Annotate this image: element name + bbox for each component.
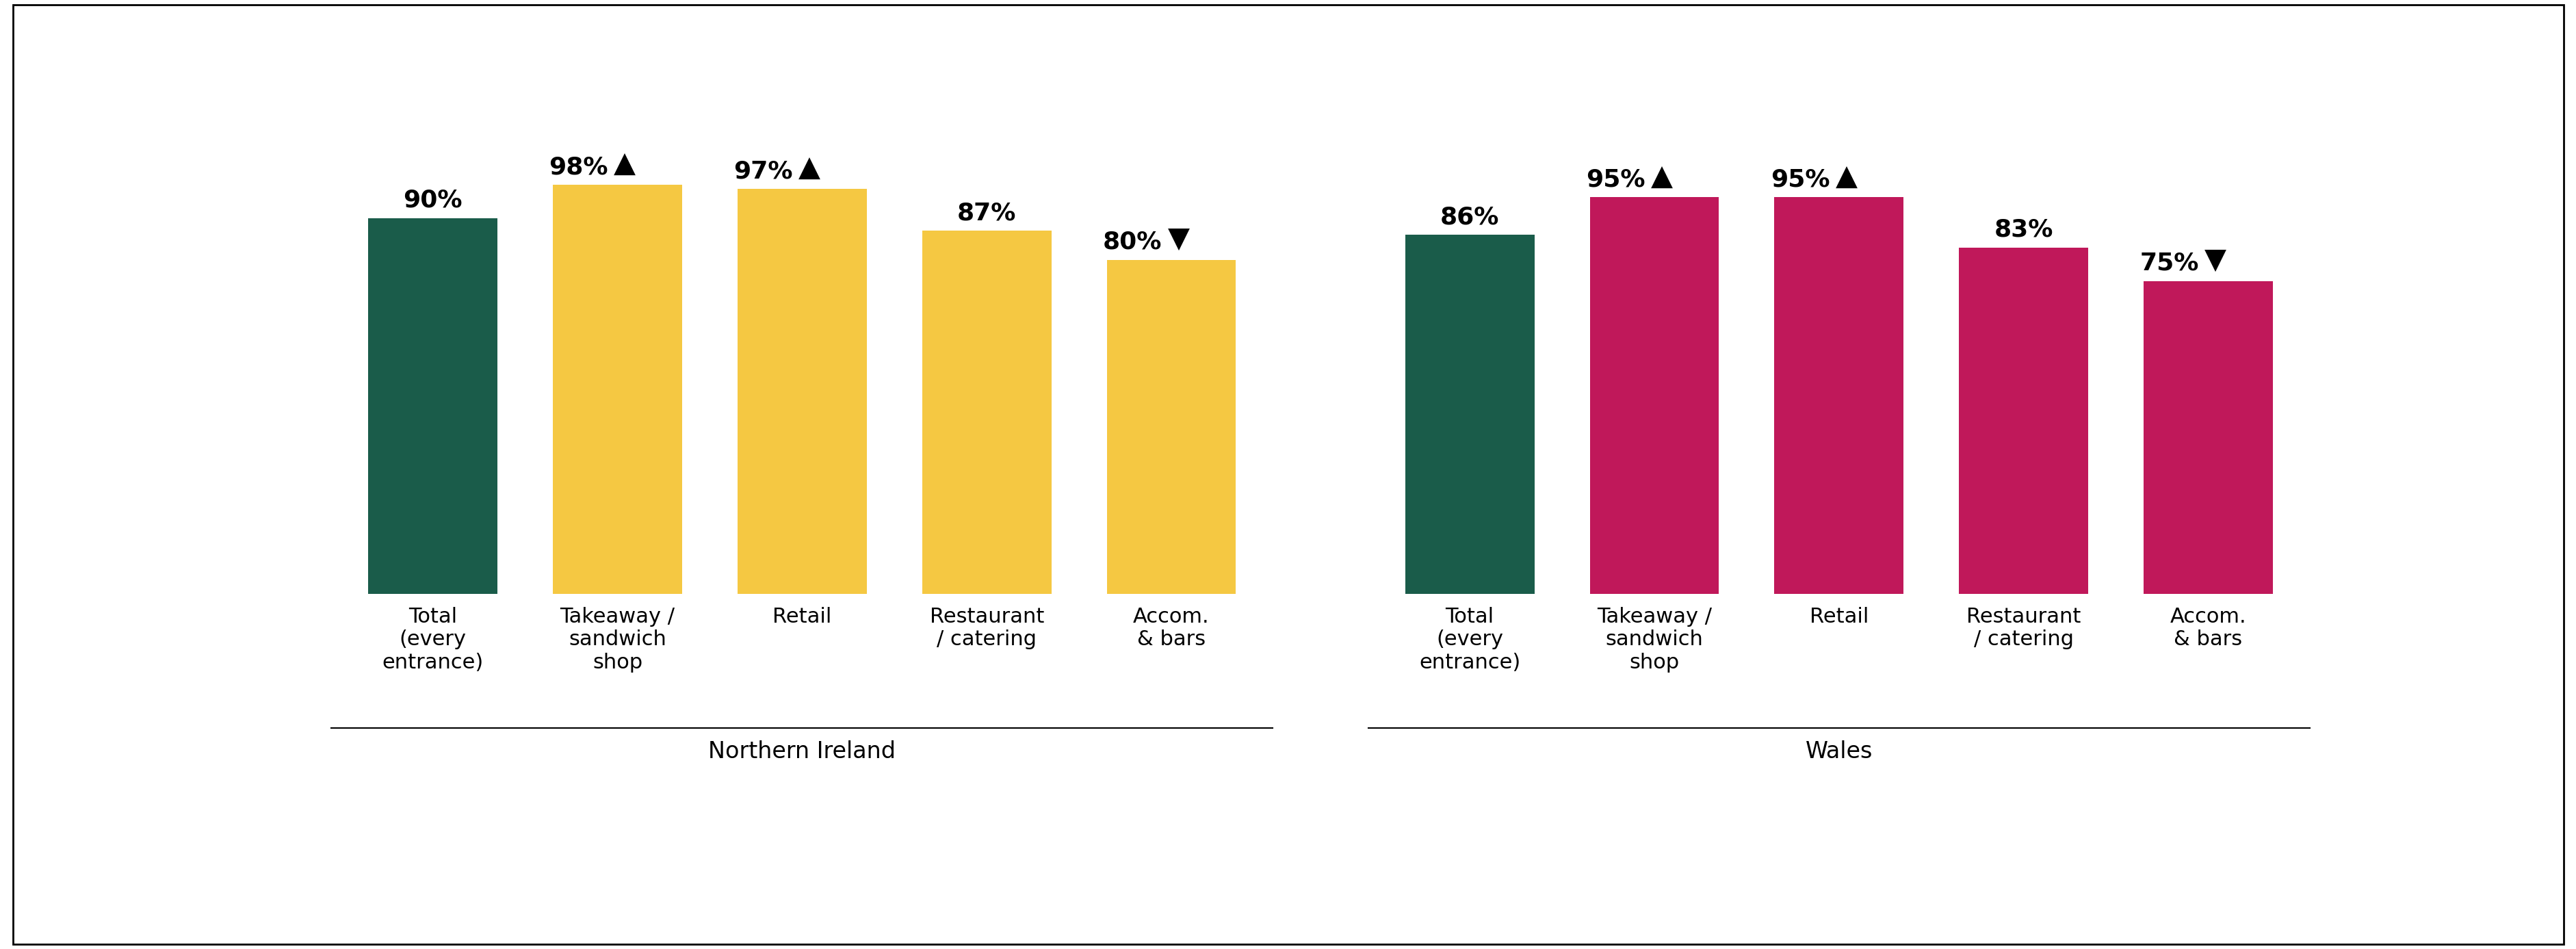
Text: ▼: ▼ xyxy=(2205,246,2226,274)
Bar xyxy=(1108,260,1236,594)
Text: 90%: 90% xyxy=(404,189,461,212)
Bar xyxy=(2143,281,2272,594)
Text: 86%: 86% xyxy=(1440,205,1499,229)
Text: ▲: ▲ xyxy=(613,150,636,178)
Text: 75%: 75% xyxy=(2138,251,2197,274)
Text: Retail: Retail xyxy=(773,606,832,626)
Bar xyxy=(1589,197,1718,594)
Text: 87%: 87% xyxy=(956,201,1015,225)
Text: ▼: ▼ xyxy=(1167,225,1190,253)
Text: ▲: ▲ xyxy=(1651,162,1672,191)
Bar xyxy=(554,185,683,594)
Bar xyxy=(1404,235,1533,594)
Text: 80%: 80% xyxy=(1103,231,1162,253)
Text: Takeaway /
sandwich
shop: Takeaway / sandwich shop xyxy=(1597,606,1710,673)
Text: Accom.
& bars: Accom. & bars xyxy=(1133,606,1208,649)
Text: 95%: 95% xyxy=(1770,168,1829,191)
Text: Northern Ireland: Northern Ireland xyxy=(708,740,896,763)
Text: 83%: 83% xyxy=(1994,218,2053,241)
Text: Retail: Retail xyxy=(1808,606,1868,626)
Text: 97%: 97% xyxy=(734,159,793,183)
Bar xyxy=(1958,248,2087,594)
Bar xyxy=(368,218,497,594)
Text: Restaurant
/ catering: Restaurant / catering xyxy=(930,606,1043,649)
Text: 98%: 98% xyxy=(549,156,608,178)
Text: ▲: ▲ xyxy=(799,154,819,183)
Text: Wales: Wales xyxy=(1806,740,1873,763)
Bar xyxy=(1775,197,1904,594)
Text: Total
(every
entrance): Total (every entrance) xyxy=(381,606,484,673)
Text: Accom.
& bars: Accom. & bars xyxy=(2169,606,2246,649)
Text: Restaurant
/ catering: Restaurant / catering xyxy=(1965,606,2081,649)
Bar xyxy=(922,231,1051,594)
Text: 95%: 95% xyxy=(1584,168,1643,191)
Text: Total
(every
entrance): Total (every entrance) xyxy=(1419,606,1520,673)
Text: ▲: ▲ xyxy=(1834,162,1857,191)
Bar xyxy=(737,189,866,594)
Text: Takeaway /
sandwich
shop: Takeaway / sandwich shop xyxy=(559,606,675,673)
